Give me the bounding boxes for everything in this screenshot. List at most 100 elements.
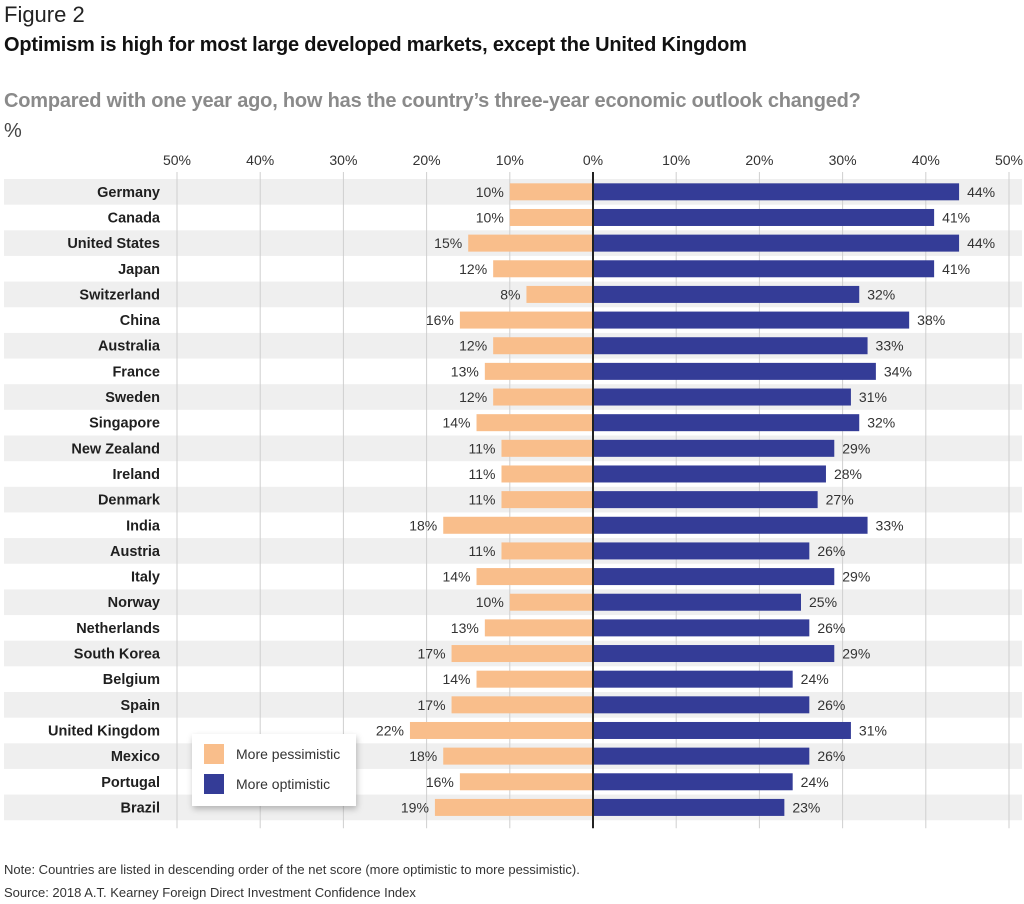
chart-subtitle: Compared with one year ago, how has the … (4, 90, 861, 112)
bar-optimistic (593, 208, 935, 226)
bar-optimistic (593, 721, 851, 739)
category-label: Mexico (111, 749, 160, 765)
value-label-pessimistic: 11% (468, 440, 495, 456)
x-tick-label: 30% (829, 152, 857, 168)
category-label: Austria (110, 544, 161, 560)
bar-optimistic (593, 388, 851, 406)
value-label-pessimistic: 10% (476, 184, 504, 200)
category-label: Australia (98, 339, 161, 355)
value-label-pessimistic: 10% (476, 594, 504, 610)
category-label: Spain (121, 698, 160, 714)
bar-optimistic (593, 260, 935, 278)
value-label-optimistic: 44% (967, 184, 995, 200)
value-label-optimistic: 24% (801, 774, 829, 790)
value-label-pessimistic: 18% (409, 748, 437, 764)
x-tick-label: 20% (745, 152, 773, 168)
bar-pessimistic (484, 619, 593, 637)
value-label-optimistic: 26% (817, 543, 845, 559)
x-tick-label: 30% (329, 152, 357, 168)
legend: More pessimistic More optimistic (192, 734, 356, 806)
bar-pessimistic (484, 362, 593, 380)
category-label: China (120, 313, 161, 329)
bar-pessimistic (443, 516, 593, 534)
bar-pessimistic (493, 260, 593, 278)
footnote: Note: Countries are listed in descending… (4, 862, 580, 877)
value-label-optimistic: 25% (809, 594, 837, 610)
bar-pessimistic (468, 234, 593, 252)
value-label-optimistic: 32% (867, 415, 895, 431)
bar-pessimistic (509, 593, 593, 611)
value-label-optimistic: 31% (859, 722, 887, 738)
value-label-optimistic: 26% (817, 697, 845, 713)
value-label-optimistic: 32% (867, 286, 895, 302)
bar-pessimistic (451, 645, 593, 663)
bar-optimistic (593, 773, 793, 791)
bar-pessimistic (459, 311, 593, 329)
category-label: Brazil (121, 800, 161, 816)
bar-pessimistic (509, 183, 593, 201)
category-label: Ireland (112, 467, 160, 483)
category-label: Sweden (105, 390, 160, 406)
x-tick-label: 20% (413, 152, 441, 168)
value-label-optimistic: 41% (942, 209, 970, 225)
legend-label-pessimistic: More pessimistic (236, 746, 341, 762)
x-tick-label: 40% (246, 152, 274, 168)
bars (409, 183, 960, 816)
value-label-pessimistic: 15% (434, 235, 462, 251)
category-label: Switzerland (79, 287, 160, 303)
category-labels: Germany Canada United States Japan Switzerla… (48, 185, 161, 817)
bar-optimistic (593, 619, 810, 637)
value-label-optimistic: 44% (967, 235, 995, 251)
unit-label: % (4, 120, 22, 142)
category-label: Denmark (98, 493, 161, 509)
figure-label: Figure 2 (4, 2, 85, 27)
value-label-pessimistic: 8% (500, 286, 520, 302)
x-tick-label: 0% (583, 152, 603, 168)
value-label-optimistic: 23% (792, 799, 820, 815)
value-label-optimistic: 33% (876, 517, 904, 533)
category-label: Canada (108, 210, 161, 226)
bar-optimistic (593, 491, 818, 509)
value-label-optimistic: 34% (884, 363, 912, 379)
bar-optimistic (593, 696, 810, 714)
bar-pessimistic (501, 439, 593, 457)
value-label-pessimistic: 17% (418, 697, 446, 713)
value-label-pessimistic: 18% (409, 517, 437, 533)
value-label-optimistic: 41% (942, 261, 970, 277)
value-label-pessimistic: 16% (426, 774, 454, 790)
chart-title: Optimism is high for most large develope… (4, 34, 747, 56)
value-label-pessimistic: 14% (442, 569, 470, 585)
category-label: New Zealand (71, 441, 160, 457)
bar-optimistic (593, 593, 801, 611)
bar-optimistic (593, 798, 785, 816)
bar-optimistic (593, 516, 868, 534)
x-tick-label: 10% (662, 152, 690, 168)
value-label-optimistic: 29% (842, 440, 870, 456)
bar-optimistic (593, 670, 793, 688)
value-label-pessimistic: 12% (459, 389, 487, 405)
bar-pessimistic (526, 285, 593, 303)
category-label: South Korea (74, 647, 161, 663)
x-tick-label: 50% (995, 152, 1023, 168)
bar-pessimistic (501, 491, 593, 509)
value-label-optimistic: 31% (859, 389, 887, 405)
value-label-optimistic: 27% (826, 492, 854, 508)
legend-label-optimistic: More optimistic (236, 776, 331, 792)
category-label: Netherlands (76, 621, 160, 637)
x-tick-label: 50% (163, 152, 191, 168)
bar-pessimistic (493, 388, 593, 406)
value-label-pessimistic: 12% (459, 338, 487, 354)
bar-optimistic (593, 311, 910, 329)
category-label: France (112, 364, 160, 380)
value-label-optimistic: 26% (817, 620, 845, 636)
bar-optimistic (593, 234, 960, 252)
bar-optimistic (593, 747, 810, 765)
value-label-pessimistic: 12% (459, 261, 487, 277)
bar-pessimistic (501, 542, 593, 560)
category-label: Portugal (101, 775, 160, 791)
legend-swatch-optimistic (204, 774, 224, 794)
value-label-pessimistic: 16% (426, 312, 454, 328)
legend-item-optimistic: More optimistic (204, 774, 330, 794)
category-label: Italy (131, 570, 160, 586)
bar-optimistic (593, 337, 868, 355)
